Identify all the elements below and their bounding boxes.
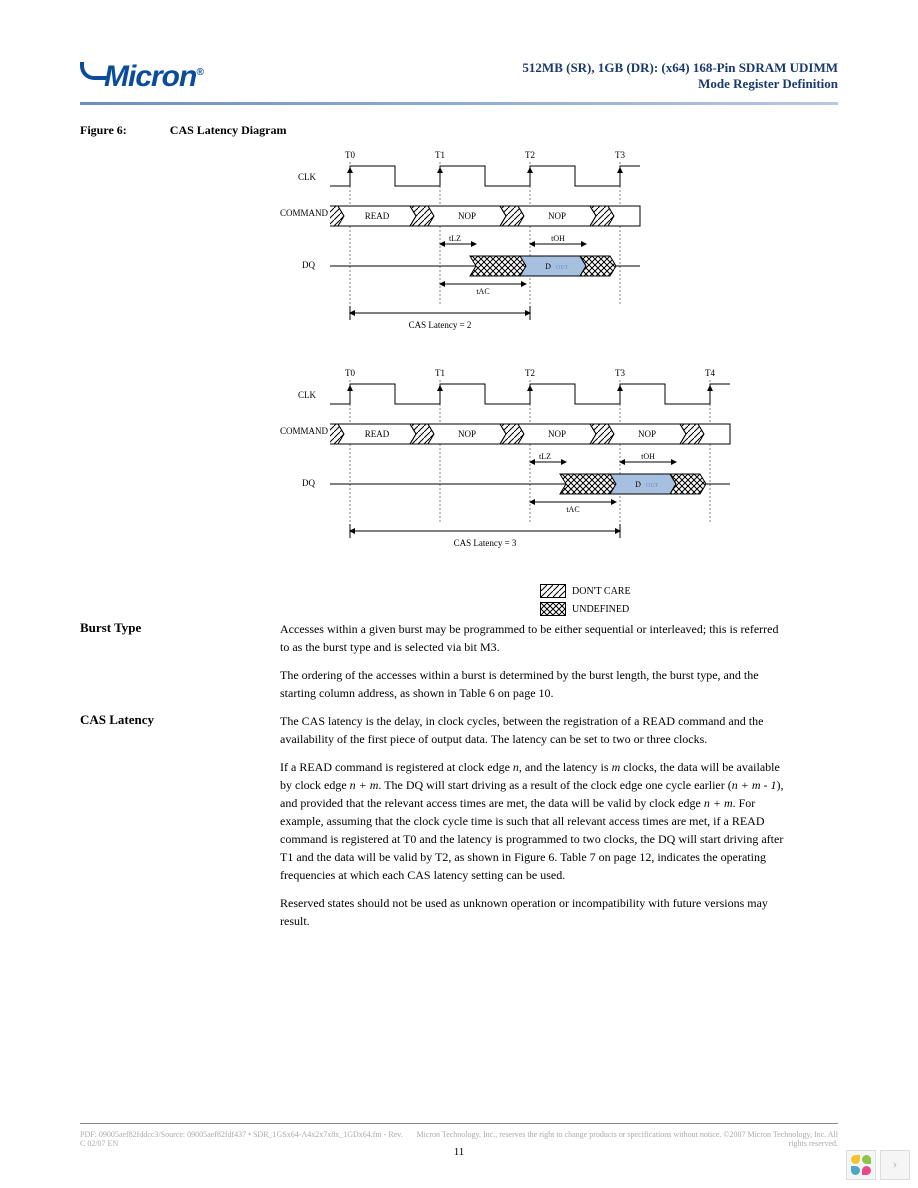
svg-text:CLK: CLK <box>298 172 317 182</box>
svg-text:DQ: DQ <box>302 478 315 488</box>
page-footer: PDF: 09005aef82fddcc3/Source: 09005aef82… <box>80 1123 838 1148</box>
figure-number: Figure 6: <box>80 123 127 137</box>
svg-text:tOH: tOH <box>551 234 565 243</box>
svg-text:T0: T0 <box>345 368 355 378</box>
svg-text:NOP: NOP <box>548 429 566 439</box>
timing-diagram-cas2: T0 T1 T2 T3 CLK COMMAND READ <box>280 148 838 342</box>
viewer-widget: › <box>846 1150 910 1180</box>
svg-text:T2: T2 <box>525 368 535 378</box>
burst-type-p1: Accesses within a given burst may be pro… <box>280 620 788 656</box>
header-title: 512MB (SR), 1GB (DR): (x64) 168-Pin SDRA… <box>522 60 838 92</box>
svg-text:DQ: DQ <box>302 260 315 270</box>
svg-text:COMMAND: COMMAND <box>280 426 329 436</box>
legend-undefined: UNDEFINED <box>572 604 629 615</box>
svg-text:CLK: CLK <box>298 390 317 400</box>
svg-text:NOP: NOP <box>638 429 656 439</box>
svg-text:D: D <box>635 480 641 489</box>
svg-text:tOH: tOH <box>641 452 655 461</box>
svg-text:T2: T2 <box>525 150 535 160</box>
section-burst-type: Burst Type Accesses within a given burst… <box>80 620 838 702</box>
cas-latency-p3: Reserved states should not be used as un… <box>280 894 788 930</box>
svg-text:OUT: OUT <box>646 483 659 489</box>
svg-text:T4: T4 <box>705 368 715 378</box>
heading-cas-latency: CAS Latency <box>80 712 154 728</box>
title-line1: 512MB (SR), 1GB (DR): (x64) 168-Pin SDRA… <box>522 60 838 76</box>
cas-latency-p1: The CAS latency is the delay, in clock c… <box>280 712 788 748</box>
svg-text:READ: READ <box>365 211 390 221</box>
cas-latency-p2: If a READ command is registered at clock… <box>280 758 788 884</box>
svg-text:CAS Latency = 2: CAS Latency = 2 <box>409 320 472 330</box>
svg-text:tAC: tAC <box>566 505 579 514</box>
figure-title: CAS Latency Diagram <box>170 123 287 137</box>
title-line2: Mode Register Definition <box>522 76 838 92</box>
svg-text:T1: T1 <box>435 368 445 378</box>
svg-text:CAS Latency = 3: CAS Latency = 3 <box>454 538 517 548</box>
svg-text:tLZ: tLZ <box>539 452 551 461</box>
micron-logo: Micron® <box>80 60 203 94</box>
svg-text:READ: READ <box>365 429 390 439</box>
next-page-icon[interactable]: › <box>880 1150 910 1180</box>
svg-text:OUT: OUT <box>556 265 569 271</box>
burst-type-p2: The ordering of the accesses within a bu… <box>280 666 788 702</box>
svg-text:D: D <box>545 262 551 271</box>
figure-label: Figure 6: CAS Latency Diagram <box>80 123 838 138</box>
svg-text:T3: T3 <box>615 368 625 378</box>
diagram-legend: DON'T CARE UNDEFINED <box>540 584 838 616</box>
svg-text:T1: T1 <box>435 150 445 160</box>
page-header: Micron® 512MB (SR), 1GB (DR): (x64) 168-… <box>80 60 838 94</box>
legend-dontcare: DON'T CARE <box>572 586 631 597</box>
svg-text:COMMAND: COMMAND <box>280 208 329 218</box>
header-divider <box>80 102 838 105</box>
svg-text:T3: T3 <box>615 150 625 160</box>
timing-diagram-cas3: T0 T1 T2 T3 T4 CLK COMMAND READ <box>280 366 838 560</box>
logo-text: Micron <box>104 60 196 93</box>
svg-text:T0: T0 <box>345 150 355 160</box>
svg-text:tAC: tAC <box>476 287 489 296</box>
svg-text:NOP: NOP <box>458 211 476 221</box>
svg-text:NOP: NOP <box>458 429 476 439</box>
section-cas-latency: CAS Latency The CAS latency is the delay… <box>80 712 838 930</box>
svg-text:NOP: NOP <box>548 211 566 221</box>
pinwheel-icon[interactable] <box>846 1150 876 1180</box>
svg-text:tLZ: tLZ <box>449 234 461 243</box>
page-number: 11 <box>0 1146 918 1158</box>
heading-burst-type: Burst Type <box>80 620 141 636</box>
